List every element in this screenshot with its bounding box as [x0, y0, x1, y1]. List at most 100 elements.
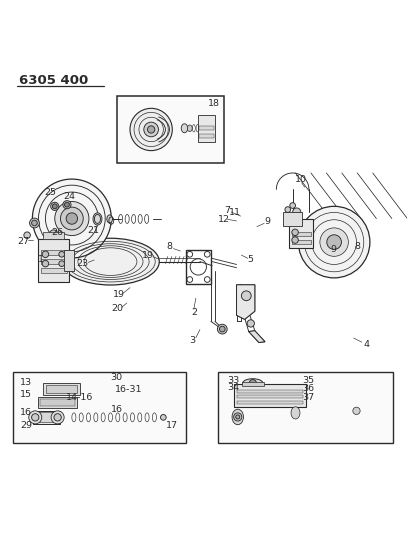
- Bar: [43, 383, 80, 394]
- Ellipse shape: [291, 407, 300, 419]
- Circle shape: [320, 228, 348, 256]
- Bar: [13, 372, 186, 443]
- Text: 8: 8: [354, 243, 360, 252]
- Bar: [43, 232, 64, 239]
- Bar: [242, 382, 264, 386]
- Text: 14-16: 14-16: [65, 393, 93, 402]
- Circle shape: [249, 379, 257, 387]
- Ellipse shape: [62, 238, 159, 285]
- Circle shape: [160, 415, 166, 420]
- Text: 19: 19: [142, 251, 154, 260]
- Circle shape: [290, 203, 295, 208]
- Text: 23: 23: [77, 259, 89, 268]
- Bar: [117, 96, 224, 163]
- Bar: [218, 372, 393, 443]
- Circle shape: [66, 213, 78, 224]
- Bar: [64, 250, 74, 271]
- Circle shape: [29, 218, 39, 228]
- Text: 15: 15: [20, 390, 32, 399]
- Text: 26: 26: [51, 228, 63, 237]
- Text: 16: 16: [111, 405, 122, 414]
- Circle shape: [288, 214, 293, 220]
- Circle shape: [51, 202, 59, 211]
- Circle shape: [51, 411, 64, 424]
- Bar: [289, 219, 313, 248]
- Circle shape: [59, 261, 64, 266]
- Text: 12: 12: [217, 215, 230, 224]
- Bar: [292, 240, 310, 244]
- Circle shape: [31, 414, 39, 421]
- Text: 13: 13: [20, 378, 32, 387]
- Text: 17: 17: [166, 421, 178, 430]
- Text: 20: 20: [111, 304, 123, 313]
- Bar: [237, 395, 303, 398]
- Circle shape: [285, 207, 290, 213]
- Text: 25: 25: [44, 188, 56, 197]
- Circle shape: [293, 208, 301, 216]
- Text: 33: 33: [227, 376, 239, 385]
- Bar: [46, 385, 77, 393]
- Circle shape: [220, 326, 225, 332]
- Ellipse shape: [107, 215, 113, 223]
- Text: 1: 1: [38, 255, 44, 264]
- Circle shape: [49, 230, 58, 238]
- Circle shape: [217, 324, 227, 334]
- Circle shape: [298, 206, 370, 278]
- Circle shape: [55, 201, 89, 236]
- Circle shape: [130, 108, 172, 151]
- Bar: [292, 231, 310, 236]
- Circle shape: [292, 237, 298, 244]
- Text: 16: 16: [20, 408, 32, 417]
- Bar: [198, 115, 215, 142]
- Bar: [186, 250, 211, 284]
- Circle shape: [52, 204, 57, 209]
- Circle shape: [234, 413, 242, 421]
- Text: 3: 3: [190, 336, 196, 345]
- Circle shape: [64, 202, 69, 207]
- Text: 29: 29: [20, 421, 32, 430]
- Bar: [199, 126, 214, 130]
- Circle shape: [327, 235, 341, 249]
- Circle shape: [42, 251, 49, 257]
- Circle shape: [247, 320, 255, 327]
- Text: 9: 9: [264, 217, 271, 227]
- Bar: [235, 384, 306, 407]
- Ellipse shape: [232, 409, 244, 425]
- Circle shape: [242, 291, 251, 301]
- Bar: [237, 390, 303, 393]
- Circle shape: [54, 414, 61, 421]
- Bar: [40, 250, 67, 255]
- Text: 16-31: 16-31: [115, 385, 142, 394]
- Text: 19: 19: [113, 290, 124, 300]
- Text: 10: 10: [295, 175, 307, 184]
- Bar: [35, 413, 58, 422]
- Circle shape: [24, 232, 30, 238]
- Ellipse shape: [243, 379, 263, 387]
- Bar: [40, 259, 67, 264]
- Bar: [237, 401, 303, 403]
- Circle shape: [250, 385, 256, 391]
- Circle shape: [59, 252, 64, 257]
- Polygon shape: [249, 331, 265, 343]
- Bar: [38, 239, 69, 281]
- Circle shape: [147, 126, 155, 133]
- Bar: [33, 411, 60, 424]
- Bar: [40, 399, 75, 406]
- Text: 37: 37: [302, 393, 315, 402]
- Circle shape: [60, 207, 83, 230]
- Text: 7: 7: [224, 206, 231, 215]
- Polygon shape: [237, 285, 255, 319]
- Text: 36: 36: [302, 384, 315, 393]
- Text: 9: 9: [330, 245, 336, 254]
- Text: 27: 27: [17, 237, 29, 246]
- Text: 6305 400: 6305 400: [19, 74, 88, 87]
- Bar: [38, 398, 77, 408]
- Text: 30: 30: [111, 374, 123, 382]
- Text: 5: 5: [248, 255, 254, 264]
- Circle shape: [29, 411, 42, 424]
- Text: 24: 24: [63, 192, 75, 201]
- Circle shape: [42, 261, 49, 267]
- Circle shape: [32, 179, 111, 258]
- Bar: [40, 268, 67, 272]
- Ellipse shape: [93, 213, 102, 225]
